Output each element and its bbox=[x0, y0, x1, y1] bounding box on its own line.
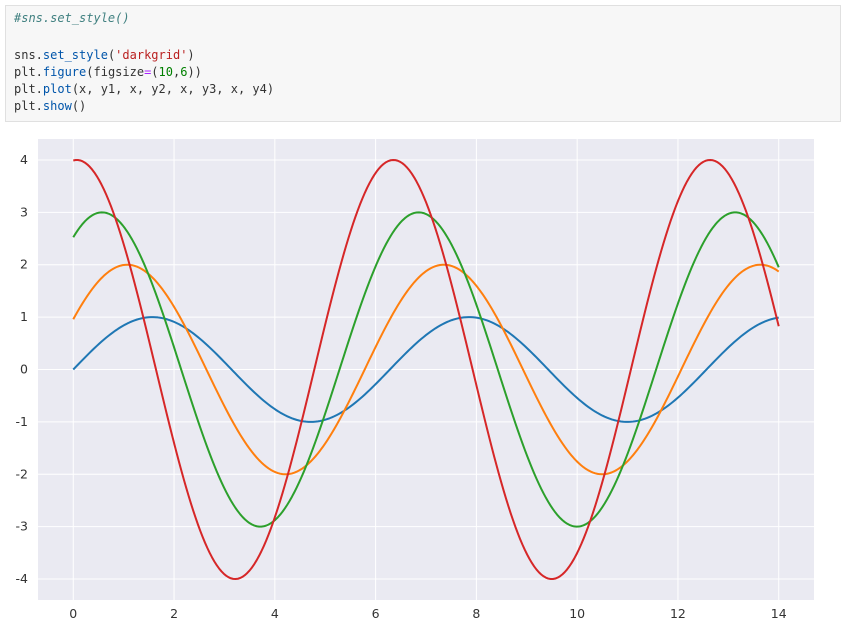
code-token: set_style bbox=[42, 48, 108, 62]
y-tick-label: 0 bbox=[20, 362, 28, 377]
y-tick-label: -4 bbox=[16, 571, 29, 586]
code-token: 'darkgrid' bbox=[115, 48, 188, 62]
x-tick-label: 8 bbox=[472, 606, 480, 621]
code-token: () bbox=[71, 99, 87, 113]
code-token: #sns.set_style() bbox=[14, 11, 130, 25]
code-token: )) bbox=[187, 65, 202, 79]
grid-lines bbox=[38, 139, 814, 600]
x-tick-label: 0 bbox=[69, 606, 77, 621]
code-line: #sns.set_style() bbox=[14, 10, 130, 27]
x-tick-label: 14 bbox=[771, 606, 787, 621]
x-tick-label: 2 bbox=[170, 606, 178, 621]
y-tick-label: 2 bbox=[20, 257, 28, 272]
code-token: plot bbox=[42, 82, 72, 96]
code-line: plt.figure(figsize=(10,6)) bbox=[14, 64, 202, 81]
series-line-4 bbox=[73, 158, 780, 581]
code-token: plt. bbox=[14, 65, 43, 79]
code-line: plt.plot(x, y1, x, y2, x, y3, x, y4) bbox=[14, 81, 274, 98]
code-cell[interactable]: #sns.set_style() sns.set_style('darkgrid'… bbox=[5, 5, 841, 122]
code-token: 6 bbox=[180, 65, 188, 79]
series-line-3 bbox=[72, 211, 780, 528]
code-line: sns.set_style('darkgrid') bbox=[14, 47, 195, 64]
code-token: ) bbox=[187, 48, 195, 62]
code-token: ( bbox=[107, 48, 116, 62]
code-token: , bbox=[172, 65, 181, 79]
code-token: show bbox=[42, 99, 72, 113]
code-line: plt.show() bbox=[14, 98, 86, 115]
x-tick-label: 6 bbox=[372, 606, 380, 621]
x-axis-ticks: 0 2 4 6 8 10 12 14 bbox=[69, 606, 786, 621]
x-tick-label: 4 bbox=[271, 606, 279, 621]
code-token: (figsize bbox=[86, 65, 145, 79]
x-tick-label: 10 bbox=[569, 606, 585, 621]
y-tick-label: 4 bbox=[20, 152, 28, 167]
y-tick-label: -3 bbox=[16, 519, 28, 534]
code-token: ( bbox=[151, 65, 159, 79]
code-token: = bbox=[144, 65, 152, 79]
x-tick-label: 12 bbox=[670, 606, 686, 621]
code-token: figure bbox=[42, 65, 87, 79]
y-tick-label: -1 bbox=[16, 414, 28, 429]
code-token: 10 bbox=[158, 65, 173, 79]
code-token: plt. bbox=[14, 99, 43, 113]
code-token: plt. bbox=[14, 82, 43, 96]
y-tick-label: -2 bbox=[16, 466, 28, 481]
code-token: (x, y1, x, y2, x, y3, x, y4) bbox=[71, 82, 275, 96]
y-tick-label: 1 bbox=[20, 309, 28, 324]
y-tick-label: 3 bbox=[20, 204, 28, 219]
code-token: sns. bbox=[14, 48, 43, 62]
series-line-2 bbox=[72, 263, 780, 476]
y-axis-ticks: -4 -3 -2 -1 0 1 2 3 4 bbox=[16, 152, 29, 586]
series-group bbox=[72, 158, 780, 581]
